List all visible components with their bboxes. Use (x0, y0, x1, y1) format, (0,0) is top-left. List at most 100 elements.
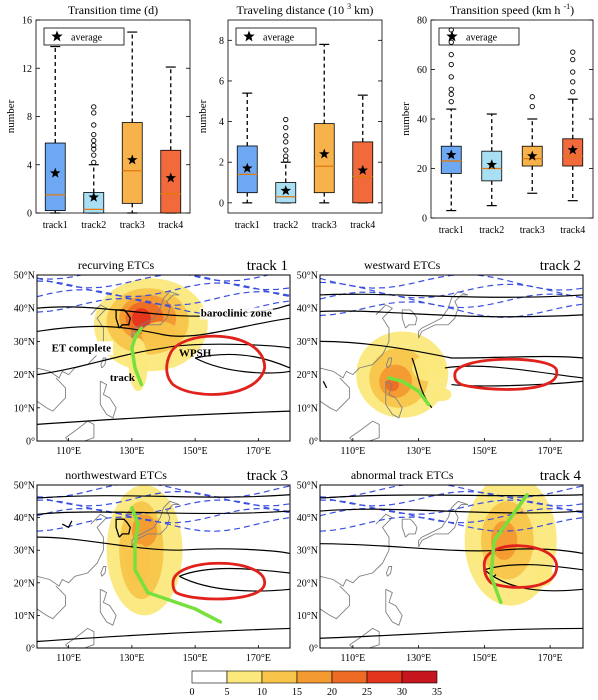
mean-star-icon (242, 162, 253, 173)
mean-star-icon (280, 185, 291, 196)
coastline (385, 380, 403, 419)
track-line (387, 376, 431, 407)
lon-tick-label: 170°E (246, 446, 271, 457)
map-panel-track4: abnormal track ETCs track 4 50°N 40°N 30°N 20… (297, 468, 584, 664)
contour-dashed (37, 275, 290, 291)
coastline (385, 357, 393, 369)
lat-tick-label: 50°N (297, 271, 318, 282)
colorbar-segment (226, 670, 263, 684)
lat-tick-label: 10°N (297, 403, 318, 414)
contour-dashed (320, 291, 583, 309)
lon-tick-label: 170°E (538, 446, 563, 457)
x-tick-label: track4 (350, 220, 375, 231)
outlier-point (448, 52, 454, 58)
map-track-label: track 3 (247, 468, 288, 484)
lat-tick-label: 10°N (297, 611, 318, 622)
x-tick-label: track3 (520, 225, 545, 236)
mean-star-icon (319, 148, 330, 159)
lat-tick-label: 20°N (14, 370, 35, 381)
x-tick-label: track1 (43, 220, 68, 231)
coastline-detail (322, 380, 328, 389)
contour-solid (194, 353, 290, 374)
y-axis-label: number (197, 99, 209, 133)
coastline (320, 304, 394, 379)
contour-solid (37, 410, 290, 425)
map-content (320, 485, 583, 648)
map-title: westward ETCs (364, 258, 441, 272)
box-track4 (160, 149, 182, 214)
y-tick-label: 40 (417, 115, 427, 126)
map-annotation: WPSH (179, 347, 212, 359)
panel-title: Transition time (d) (68, 3, 158, 17)
outlier-point (91, 159, 97, 165)
mean-star-icon (357, 164, 368, 175)
x-tick-label: track1 (235, 220, 260, 231)
y-tick-label: 20 (417, 164, 427, 175)
lon-tick-label: 130°E (119, 653, 144, 664)
lat-tick-label: 0° (309, 437, 318, 448)
map-frame (319, 484, 584, 649)
mean-star-icon (527, 150, 538, 161)
y-tick-label: 0 (27, 209, 32, 220)
legend-star-icon (446, 30, 458, 42)
lat-tick-label: 20°N (297, 370, 318, 381)
lat-tick-label: 20°N (297, 578, 318, 589)
track-line (130, 506, 223, 624)
lat-tick-label: 30°N (14, 546, 35, 557)
box-track3 (313, 123, 335, 194)
colorbar-tick-label: 10 (257, 687, 267, 698)
contour-dashed (37, 507, 290, 524)
map-panel-track3: northwestward ETCs track 3 50°N 40°N 30°N 20°… (14, 468, 291, 664)
lon-tick-label: 150°E (472, 653, 497, 664)
lon-tick-label: 130°E (119, 446, 144, 457)
wpsh-contour (482, 544, 559, 589)
annotation-background (199, 307, 273, 320)
contour-solid (320, 627, 583, 639)
legend-star-icon (51, 30, 63, 42)
lat-tick-label: 0° (26, 644, 35, 655)
density-shading (431, 387, 452, 402)
outlier-point (283, 147, 289, 153)
lon-tick-label: 110°E (341, 446, 366, 457)
lon-tick-label: 170°E (246, 653, 271, 664)
outlier-point (529, 94, 535, 100)
boxplot-panel-distance: Traveling distance (10 3 km) 0 2 4 6 8 number a… (197, 2, 383, 231)
coastline (401, 518, 418, 538)
mean-star-icon (127, 154, 138, 165)
map-annotation: ET complete (52, 342, 111, 354)
map-frame (36, 274, 291, 442)
coastline (418, 500, 469, 548)
outlier-point (283, 116, 289, 123)
wpsh-contour (453, 357, 559, 391)
legend-label: average (263, 33, 295, 44)
box-track3 (121, 122, 143, 204)
mean-star-icon (50, 167, 61, 178)
contour-dashed (37, 490, 290, 507)
contour-solid (37, 536, 290, 555)
colorbar-segment (331, 670, 368, 684)
x-tick-label: track2 (81, 220, 106, 231)
lon-tick-label: 110°E (56, 653, 81, 664)
outlier-point (91, 146, 97, 152)
legend-label: average (466, 33, 498, 44)
map-annotation: baroclinic zone (201, 308, 272, 320)
lat-tick-label: 40°N (297, 513, 318, 524)
coastline (385, 566, 393, 577)
x-tick-label: track3 (312, 220, 337, 231)
outlier-point (448, 74, 454, 80)
lat-tick-label: 10°N (14, 403, 35, 414)
contour-dashed (320, 490, 583, 507)
track-line (489, 493, 529, 605)
coastline (100, 357, 107, 369)
y-tick-label: 16 (22, 16, 32, 27)
coastline-detail (493, 574, 497, 577)
map-content (37, 485, 290, 648)
contour-solid (320, 293, 583, 298)
contour-solid (320, 543, 583, 555)
box-track1 (44, 142, 66, 211)
outlier-point (529, 103, 535, 110)
axes-frame (430, 19, 594, 219)
boxplot-panel-time: Transition time (d) 0 4 8 12 16 number average t… (5, 3, 191, 231)
outlier-point (283, 125, 289, 131)
contour-dashed (37, 289, 290, 306)
